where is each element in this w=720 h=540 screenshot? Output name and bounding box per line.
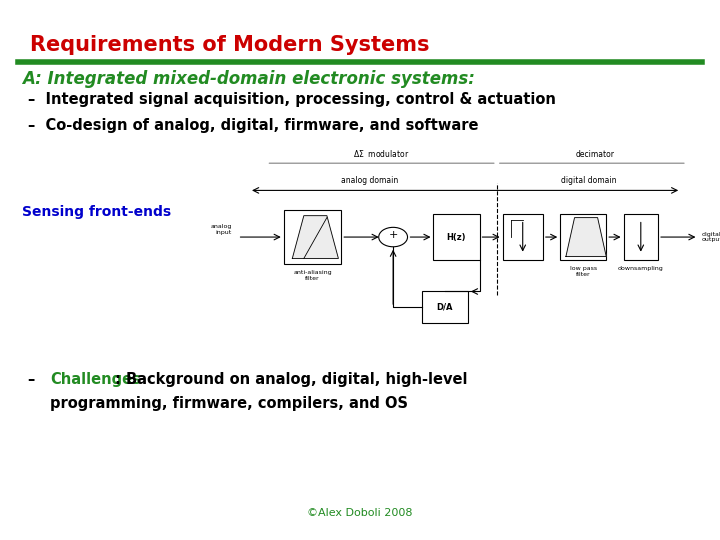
Text: downsampling: downsampling xyxy=(618,266,664,271)
Text: digital
output: digital output xyxy=(701,232,720,242)
Text: decimator: decimator xyxy=(575,150,614,159)
Text: –  Integrated signal acquisition, processing, control & actuation: – Integrated signal acquisition, process… xyxy=(28,92,556,107)
Polygon shape xyxy=(292,215,338,259)
FancyBboxPatch shape xyxy=(284,210,341,264)
Text: digital domain: digital domain xyxy=(561,176,617,185)
Text: $\Delta\Sigma$  modulator: $\Delta\Sigma$ modulator xyxy=(354,148,410,159)
Text: Sensing front-ends: Sensing front-ends xyxy=(22,205,171,219)
Text: : Background on analog, digital, high-level: : Background on analog, digital, high-le… xyxy=(115,372,467,387)
Text: Requirements of Modern Systems: Requirements of Modern Systems xyxy=(30,35,430,55)
Text: analog domain: analog domain xyxy=(341,176,399,185)
Text: A: Integrated mixed-domain electronic systems:: A: Integrated mixed-domain electronic sy… xyxy=(22,70,475,88)
Text: H(z): H(z) xyxy=(446,233,467,241)
Text: ©Alex Doboli 2008: ©Alex Doboli 2008 xyxy=(307,508,413,518)
Text: D/A: D/A xyxy=(437,302,453,312)
Text: –: – xyxy=(28,372,45,387)
Text: programming, firmware, compilers, and OS: programming, firmware, compilers, and OS xyxy=(50,396,408,411)
FancyBboxPatch shape xyxy=(560,214,606,260)
Polygon shape xyxy=(566,218,606,256)
Text: –  Co-design of analog, digital, firmware, and software: – Co-design of analog, digital, firmware… xyxy=(28,118,479,133)
Text: analog
input: analog input xyxy=(210,224,232,235)
Text: low pass
filter: low pass filter xyxy=(570,266,597,277)
Text: Challenges: Challenges xyxy=(50,372,141,387)
Text: anti-aliasing
filter: anti-aliasing filter xyxy=(293,270,332,281)
FancyBboxPatch shape xyxy=(422,292,468,322)
FancyBboxPatch shape xyxy=(433,214,480,260)
FancyBboxPatch shape xyxy=(624,214,658,260)
FancyBboxPatch shape xyxy=(503,214,543,260)
Text: +: + xyxy=(388,230,398,240)
